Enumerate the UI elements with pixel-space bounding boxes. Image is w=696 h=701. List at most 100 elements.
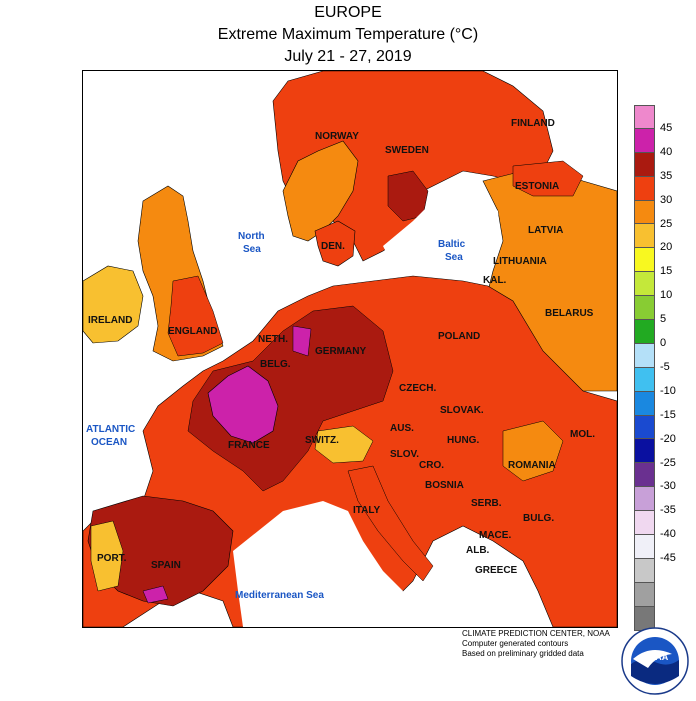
denmark-region bbox=[314, 220, 356, 267]
noaa-logo-text: NOAA bbox=[642, 652, 669, 662]
country-label: KAL. bbox=[483, 275, 507, 286]
legend-swatch bbox=[634, 558, 655, 583]
country-label: ITALY bbox=[353, 505, 381, 516]
portugal-region bbox=[90, 520, 124, 592]
north-sea-line: North bbox=[238, 231, 265, 242]
legend-label: 0 bbox=[660, 337, 667, 349]
country-label: GREECE bbox=[475, 565, 518, 576]
legend-label: 40 bbox=[660, 145, 673, 158]
country-label: ROMANIA bbox=[508, 460, 556, 471]
country-label: ESTONIA bbox=[515, 181, 559, 192]
country-label: SWEDEN bbox=[385, 145, 429, 156]
atlantic-ocean-line: OCEAN bbox=[91, 437, 127, 448]
legend-swatch bbox=[634, 463, 655, 488]
north-sea-line: Sea bbox=[243, 244, 261, 255]
map-date-range: July 21 - 27, 2019 bbox=[284, 48, 412, 65]
baltic-sea-label: Baltic Sea bbox=[438, 239, 468, 263]
baltic-sea-line: Sea bbox=[445, 252, 463, 263]
legend-swatch bbox=[634, 343, 655, 368]
legend-label: 30 bbox=[660, 193, 673, 206]
balkans-region bbox=[502, 420, 564, 482]
temperature-map: FINLAND NORWAY SWEDEN ESTONIA LATVIA DEN… bbox=[82, 70, 618, 628]
norway-region bbox=[282, 140, 359, 242]
legend-swatch bbox=[634, 487, 655, 512]
legend-swatch bbox=[634, 511, 655, 536]
legend-swatch bbox=[634, 176, 655, 201]
noaa-logo: NOAA bbox=[620, 626, 690, 701]
core-hot-region bbox=[187, 305, 394, 492]
mediterranean-sea-label: Mediterranean Sea bbox=[235, 590, 324, 601]
atlantic-ocean-label: ATLANTIC OCEAN bbox=[86, 424, 138, 448]
spain-extreme-region bbox=[142, 585, 169, 604]
legend-swatch bbox=[634, 296, 655, 321]
estonia-region bbox=[512, 160, 584, 197]
legend-label: -25 bbox=[660, 456, 676, 469]
legend-label: 45 bbox=[660, 121, 673, 134]
country-label: IRELAND bbox=[88, 315, 132, 326]
country-label: ENGLAND bbox=[168, 326, 217, 337]
legend-swatch bbox=[634, 128, 655, 153]
benelux-extreme-region bbox=[292, 325, 312, 357]
legend-label: -20 bbox=[660, 432, 676, 445]
country-label: BOSNIA bbox=[425, 480, 464, 491]
legend-swatch bbox=[634, 415, 655, 440]
country-label: NETH. bbox=[258, 334, 288, 345]
ireland-region bbox=[83, 265, 144, 344]
country-label: GERMANY bbox=[315, 346, 366, 357]
country-label: CRO. bbox=[419, 460, 444, 471]
country-label: MACE. bbox=[479, 530, 511, 541]
legend-swatch bbox=[634, 582, 655, 607]
legend-label: -30 bbox=[660, 480, 676, 493]
england-hot-region bbox=[167, 275, 224, 357]
legend-swatch bbox=[634, 105, 655, 129]
legend-swatch bbox=[634, 224, 655, 249]
country-label: SERB. bbox=[471, 498, 502, 509]
legend-swatch bbox=[634, 391, 655, 416]
legend-swatch bbox=[634, 320, 655, 344]
credits-block: CLIMATE PREDICTION CENTER, NOAA Computer… bbox=[462, 629, 610, 659]
country-label: CZECH. bbox=[399, 383, 436, 394]
legend-label: -10 bbox=[660, 384, 676, 397]
color-legend bbox=[634, 105, 655, 631]
north-sea-label: North Sea bbox=[238, 231, 267, 255]
country-label: LITHUANIA bbox=[493, 256, 547, 267]
credit-line: CLIMATE PREDICTION CENTER, NOAA bbox=[462, 629, 610, 638]
legend-label: 25 bbox=[660, 217, 673, 230]
country-label: BELARUS bbox=[545, 308, 594, 319]
legend-swatch bbox=[634, 535, 655, 559]
legend-label: 15 bbox=[660, 265, 673, 278]
country-label: HUNG. bbox=[447, 435, 479, 446]
legend-label: -45 bbox=[660, 552, 676, 565]
country-label: SLOVAK. bbox=[440, 405, 484, 416]
baltic-sea-line: Baltic bbox=[438, 239, 466, 250]
italy-region bbox=[347, 465, 434, 582]
legend-swatch bbox=[634, 248, 655, 273]
legend-label: -15 bbox=[660, 408, 676, 421]
country-label: BULG. bbox=[523, 513, 554, 524]
legend-label: 5 bbox=[660, 313, 667, 326]
country-label: NORWAY bbox=[315, 131, 359, 142]
legend-label: -5 bbox=[660, 360, 670, 373]
map-title: Extreme Maximum Temperature (°C) bbox=[217, 26, 479, 43]
country-label: AUS. bbox=[390, 423, 414, 434]
country-label: MOL. bbox=[570, 429, 595, 440]
country-label: FRANCE bbox=[228, 440, 270, 451]
legend-label: -40 bbox=[660, 528, 676, 541]
credit-line: Computer generated contours bbox=[462, 639, 569, 648]
alps-cool-region bbox=[314, 425, 374, 464]
legend-swatch bbox=[634, 200, 655, 225]
legend-swatch bbox=[634, 367, 655, 392]
country-label: ALB. bbox=[466, 545, 490, 556]
country-label: LATVIA bbox=[528, 225, 563, 236]
legend-label: 20 bbox=[660, 241, 673, 254]
country-label: FINLAND bbox=[511, 118, 555, 129]
country-label: POLAND bbox=[438, 331, 480, 342]
atlantic-ocean-line: ATLANTIC bbox=[86, 424, 135, 435]
country-label: SWITZ. bbox=[305, 435, 339, 446]
legend-label: -35 bbox=[660, 504, 676, 517]
country-label: PORT. bbox=[97, 553, 127, 564]
legend-swatch bbox=[634, 439, 655, 464]
country-label: SLOV. bbox=[390, 449, 419, 460]
map-region-title: EUROPE bbox=[314, 4, 382, 21]
country-label: SPAIN bbox=[151, 560, 181, 571]
